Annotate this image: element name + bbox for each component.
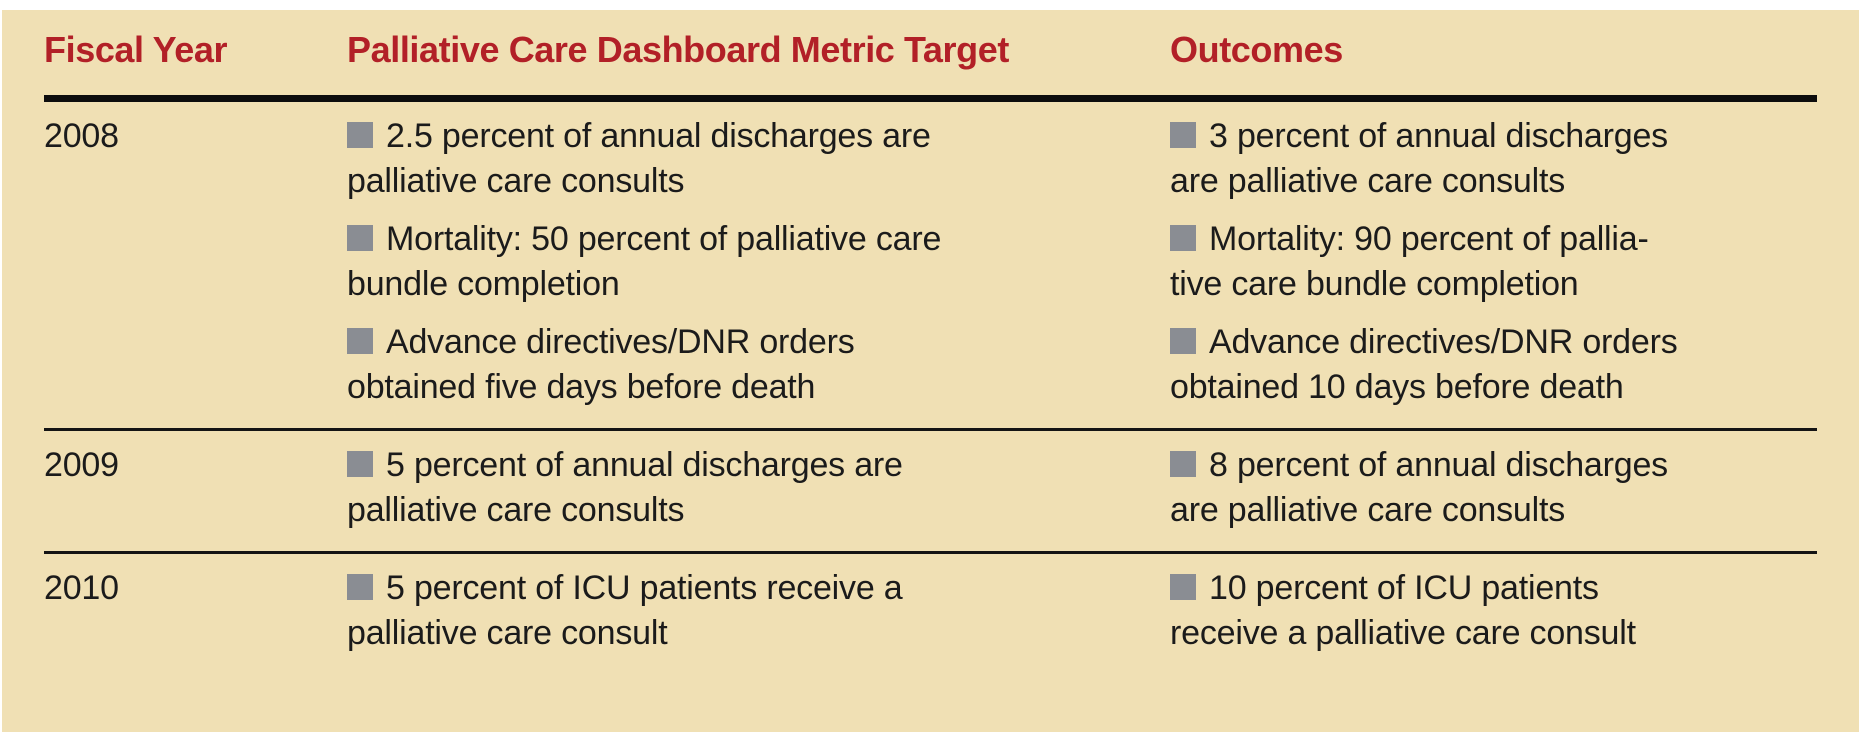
- bullet-text: Mortality: 90 percent of pallia-: [1209, 220, 1649, 258]
- bullet-text: bundle completion: [347, 265, 620, 303]
- bullet-text: are palliative care consults: [1170, 491, 1566, 529]
- list-item: Advance directives/DNR orders obtained f…: [347, 320, 1140, 410]
- bullet-text: 5 percent of ICU patients receive a: [386, 569, 903, 607]
- bullet-square-icon: [347, 328, 373, 354]
- bullet-square-icon: [347, 574, 373, 600]
- bullet-text: palliative care consults: [347, 491, 685, 529]
- list-item: Advance directives/DNR orders obtained 1…: [1170, 320, 1787, 410]
- table-row-2008: 2008 2.5 percent of annual discharges ar…: [44, 102, 1817, 428]
- bullet-square-icon: [1170, 225, 1196, 251]
- list-item: 5 percent of annual discharges are palli…: [347, 443, 1140, 533]
- list-item: 8 percent of annual discharges are palli…: [1170, 443, 1787, 533]
- list-item: Mortality: 50 percent of palliative care…: [347, 217, 1140, 307]
- bullet-text: obtained 10 days before death: [1170, 368, 1624, 406]
- bullet-text: 2.5 percent of annual discharges are: [386, 117, 931, 155]
- bullet-text: Advance directives/DNR orders: [1209, 323, 1678, 361]
- bullet-square-icon: [347, 451, 373, 477]
- outcomes-cell: 10 percent of ICU patients receive a pal…: [1170, 566, 1817, 656]
- outcomes-cell: 8 percent of annual discharges are palli…: [1170, 443, 1817, 533]
- list-item: 2.5 percent of annual discharges are pal…: [347, 114, 1140, 204]
- bullet-square-icon: [347, 225, 373, 251]
- table-row-2010: 2010 5 percent of ICU patients receive a…: [44, 551, 1817, 674]
- table-row-2009: 2009 5 percent of annual discharges are …: [44, 428, 1817, 551]
- bullet-square-icon: [1170, 328, 1196, 354]
- bullet-text: Mortality: 50 percent of palliative care: [386, 220, 942, 258]
- table-header-row: Fiscal Year Palliative Care Dashboard Me…: [44, 10, 1817, 71]
- header-rule: [44, 95, 1817, 102]
- table-panel: Fiscal Year Palliative Care Dashboard Me…: [2, 10, 1859, 732]
- bullet-text: are palliative care consults: [1170, 162, 1566, 200]
- bullet-text: Advance directives/DNR orders: [386, 323, 855, 361]
- list-item: 10 percent of ICU patients receive a pal…: [1170, 566, 1787, 656]
- bullet-square-icon: [1170, 122, 1196, 148]
- bullet-text: obtained five days before death: [347, 368, 816, 406]
- list-item: 3 percent of annual discharges are palli…: [1170, 114, 1787, 204]
- bullet-square-icon: [1170, 451, 1196, 477]
- list-item: 5 percent of ICU patients receive a pall…: [347, 566, 1140, 656]
- column-header-outcomes: Outcomes: [1170, 29, 1343, 70]
- bullet-text: receive a palliative care consult: [1170, 614, 1636, 652]
- bullet-text: 8 percent of annual discharges: [1209, 446, 1668, 484]
- targets-cell: 5 percent of ICU patients receive a pall…: [347, 566, 1170, 656]
- bullet-text: 3 percent of annual discharges: [1209, 117, 1668, 155]
- column-header-fiscal-year: Fiscal Year: [44, 29, 228, 70]
- year-label: 2008: [44, 117, 119, 155]
- bullet-text: palliative care consults: [347, 162, 685, 200]
- list-item: Mortality: 90 percent of pallia- tive ca…: [1170, 217, 1787, 307]
- bullet-square-icon: [347, 122, 373, 148]
- outcomes-cell: 3 percent of annual discharges are palli…: [1170, 114, 1817, 410]
- year-label: 2010: [44, 569, 119, 607]
- column-header-metric-target: Palliative Care Dashboard Metric Target: [347, 29, 1009, 70]
- bullet-text: 5 percent of annual discharges are: [386, 446, 903, 484]
- targets-cell: 2.5 percent of annual discharges are pal…: [347, 114, 1170, 410]
- bullet-text: palliative care consult: [347, 614, 668, 652]
- bullet-text: 10 percent of ICU patients: [1209, 569, 1599, 607]
- bullet-square-icon: [1170, 574, 1196, 600]
- bullet-text: tive care bundle completion: [1170, 265, 1579, 303]
- year-label: 2009: [44, 446, 119, 484]
- targets-cell: 5 percent of annual discharges are palli…: [347, 443, 1170, 533]
